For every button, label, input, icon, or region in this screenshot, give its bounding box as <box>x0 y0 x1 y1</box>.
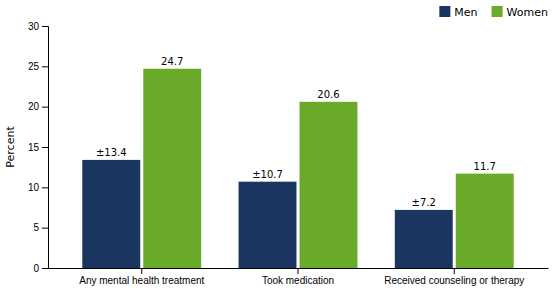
legend-label: Men <box>454 6 477 19</box>
y-tick: 0 <box>33 263 48 274</box>
y-tick-mark <box>42 107 48 108</box>
y-axis: 0 5 10 15 20 25 30 <box>28 21 49 274</box>
y-tick-mark <box>42 147 48 148</box>
y-tick-label: 20 <box>28 101 40 112</box>
x-tick: Took medication <box>262 268 334 286</box>
data-label: ±10.7 <box>252 169 283 180</box>
plot: ±13.4 ±10.7 ±7.2 24.7 20.6 11.7 Any mental hea… <box>28 21 549 286</box>
data-label: 24.7 <box>161 56 183 67</box>
x-axis: Any mental health treatment Took medicati… <box>49 268 549 286</box>
y-axis-line <box>42 27 49 269</box>
y-tick: 5 <box>33 222 48 233</box>
y-tick-label: 15 <box>28 142 40 153</box>
chart: ±13.4 ±10.7 ±7.2 24.7 20.6 11.7 Any mental hea… <box>0 0 560 296</box>
y-tick-mark <box>42 26 48 27</box>
y-tick: 20 <box>28 101 48 112</box>
x-tick-label: Received counseling or therapy <box>384 275 524 286</box>
x-tick: Any mental health treatment <box>79 268 204 286</box>
x-tick-mark <box>298 268 299 274</box>
x-tick: Received counseling or therapy <box>384 268 524 286</box>
y-tick-label: 5 <box>33 222 39 233</box>
y-tick-label: 30 <box>28 21 40 32</box>
x-tick-mark <box>454 268 455 274</box>
bar <box>82 160 140 268</box>
bar <box>456 174 514 268</box>
y-tick: 15 <box>28 142 48 153</box>
y-tick-mark <box>42 187 48 188</box>
legend: Men Women <box>439 6 548 19</box>
y-tick-mark <box>42 268 48 269</box>
data-label: ±13.4 <box>96 147 127 158</box>
x-tick-label: Any mental health treatment <box>79 275 204 286</box>
legend-swatch <box>439 6 450 17</box>
y-tick: 10 <box>28 182 48 193</box>
legend-item: Men <box>439 6 477 19</box>
x-tick-mark <box>141 268 142 274</box>
y-tick-label: 25 <box>28 61 40 72</box>
data-label: 20.6 <box>317 89 339 100</box>
bar <box>143 69 201 268</box>
data-label: 11.7 <box>474 161 496 172</box>
y-tick: 25 <box>28 61 48 72</box>
y-tick: 30 <box>28 21 48 32</box>
legend-swatch <box>492 6 503 17</box>
bars <box>82 69 513 268</box>
data-labels: ±13.4 ±10.7 ±7.2 24.7 20.6 11.7 <box>96 56 496 208</box>
bar <box>239 182 297 268</box>
legend-item: Women <box>492 6 548 19</box>
x-tick-label: Took medication <box>262 275 334 286</box>
bar <box>395 210 453 268</box>
y-tick-label: 10 <box>28 182 40 193</box>
data-label: ±7.2 <box>412 197 436 208</box>
y-axis-title: Percent <box>4 126 17 168</box>
y-tick-mark <box>42 228 48 229</box>
legend-label: Women <box>507 6 548 19</box>
y-tick-mark <box>42 66 48 67</box>
y-tick-label: 0 <box>33 263 39 274</box>
bar <box>300 102 358 268</box>
